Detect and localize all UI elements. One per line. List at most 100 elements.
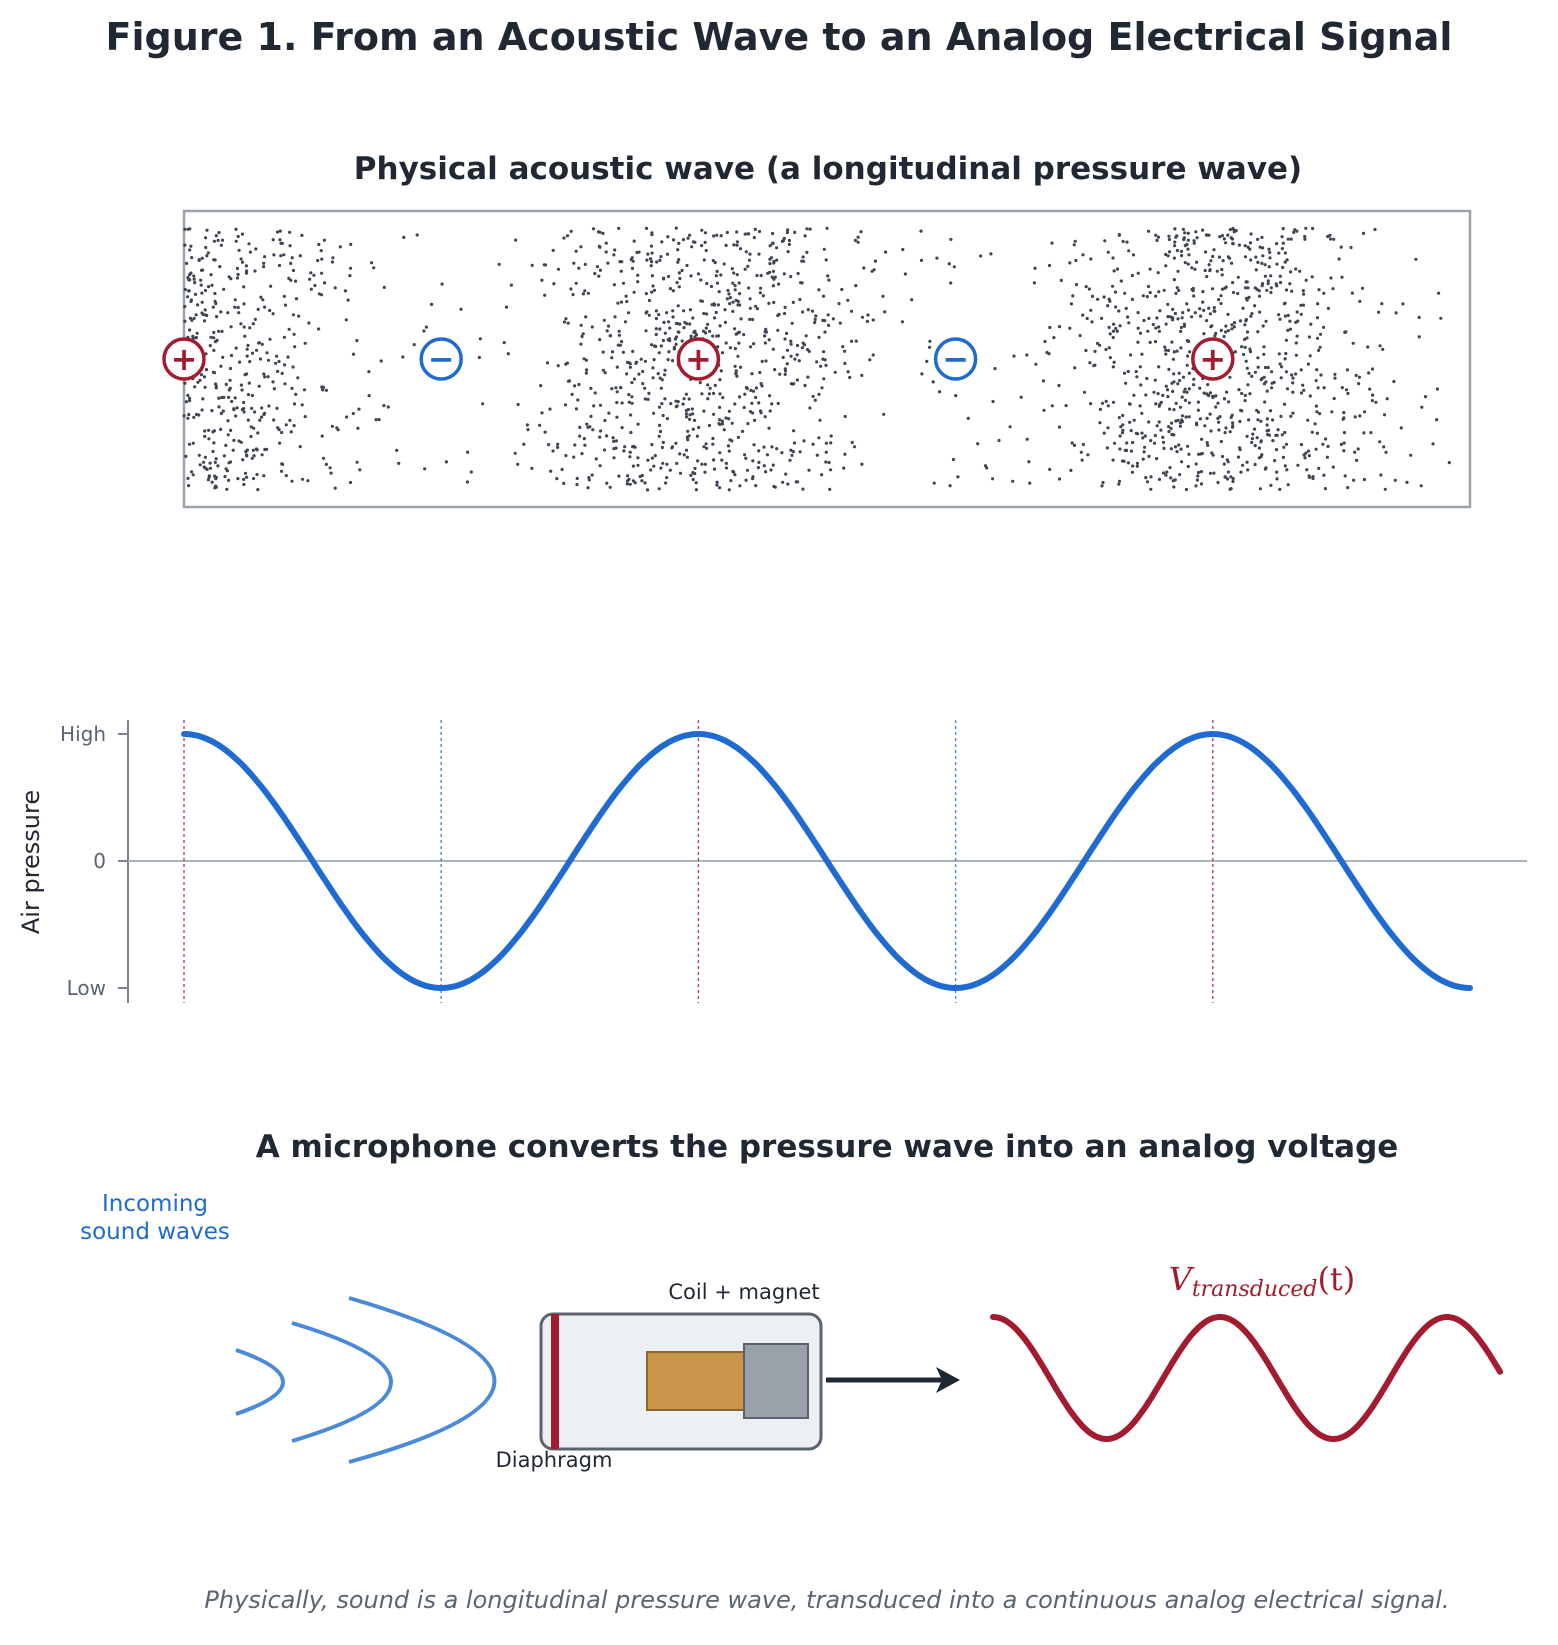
air-particle (1117, 232, 1121, 237)
air-particle (643, 359, 648, 363)
air-particle (1172, 372, 1176, 376)
air-particle (815, 360, 819, 364)
air-particle (932, 481, 936, 485)
air-particle (632, 239, 636, 243)
air-particle (1106, 426, 1110, 430)
air-particle (763, 341, 768, 345)
air-particle (1326, 234, 1330, 239)
air-particle (783, 337, 787, 341)
air-particle (195, 331, 199, 335)
air-particle (684, 408, 689, 413)
air-particle (748, 306, 752, 310)
air-particle (1435, 418, 1439, 422)
air-particle (1119, 425, 1123, 429)
air-particle (805, 227, 809, 231)
air-particle (1303, 234, 1307, 239)
air-particle (278, 238, 282, 242)
air-particle (680, 339, 684, 343)
air-particle (1172, 256, 1176, 260)
air-particle (772, 300, 776, 305)
air-particle (245, 354, 249, 358)
air-particle (526, 428, 530, 432)
air-particle (213, 474, 217, 478)
air-particle (706, 383, 710, 387)
air-particle (742, 333, 746, 337)
air-particle (744, 478, 748, 482)
air-particle (1181, 227, 1185, 231)
compression-marker-circle (1191, 337, 1235, 381)
air-particle (1330, 410, 1334, 414)
air-particle (210, 409, 214, 413)
air-particle (1025, 353, 1029, 357)
air-particle (727, 292, 731, 296)
air-particle (742, 405, 746, 410)
air-particle (1371, 393, 1375, 397)
air-particle (1134, 431, 1138, 435)
air-particle (1420, 405, 1424, 409)
air-particle (629, 258, 633, 262)
air-particle (842, 466, 846, 470)
air-particle (1314, 404, 1318, 408)
air-particle (1082, 390, 1087, 394)
air-particle (733, 473, 737, 477)
air-particle (1209, 429, 1213, 433)
air-particle (1279, 414, 1283, 418)
air-particle (951, 457, 956, 462)
air-particle (647, 391, 651, 395)
air-particle (1275, 477, 1279, 481)
air-particle (735, 243, 739, 247)
air-particle (577, 266, 581, 270)
air-particle (641, 382, 645, 386)
air-particle (724, 466, 729, 470)
air-particle (840, 287, 844, 292)
air-particle (1307, 454, 1311, 458)
air-particle (356, 426, 360, 430)
air-particle (1258, 310, 1262, 314)
air-particle (627, 311, 631, 315)
air-particle (633, 481, 637, 485)
air-particle (661, 461, 665, 465)
air-particle (200, 291, 204, 295)
air-particle (208, 466, 213, 470)
air-particle (747, 286, 751, 290)
air-particle (1216, 480, 1220, 485)
air-particle (703, 231, 708, 235)
air-particle (672, 345, 677, 350)
air-particle (1218, 415, 1222, 419)
air-particle (1164, 264, 1168, 268)
air-particle (283, 363, 287, 367)
air-particle (1319, 373, 1323, 377)
air-particle (1146, 284, 1151, 289)
air-particle (1098, 421, 1102, 425)
air-particle (240, 260, 245, 264)
air-particle (313, 283, 317, 288)
air-particle (205, 228, 209, 232)
air-particle (1120, 431, 1125, 435)
air-particle (1181, 375, 1186, 379)
air-particle (562, 236, 566, 240)
air-particle (215, 315, 219, 319)
air-particle (1311, 226, 1315, 231)
air-particle (317, 327, 321, 331)
air-particle (675, 461, 679, 465)
air-particle (216, 238, 220, 242)
air-particle (868, 358, 872, 362)
air-particle (1124, 306, 1128, 310)
air-particle (516, 462, 520, 466)
air-particle (1072, 443, 1077, 447)
air-particle (1111, 400, 1116, 404)
air-particle (469, 470, 473, 474)
incoming-sound-arcs (235, 1296, 497, 1464)
air-particle (993, 367, 997, 371)
air-particle (1353, 415, 1357, 419)
air-particle (702, 311, 706, 316)
air-particle (1341, 417, 1345, 421)
air-particle (854, 339, 858, 343)
microphone (539, 1312, 823, 1451)
air-particle (1265, 389, 1269, 393)
air-particle (678, 276, 682, 281)
air-particle (1209, 325, 1213, 329)
air-particle (1309, 322, 1313, 326)
air-particle (182, 414, 186, 418)
air-particle (201, 397, 205, 401)
